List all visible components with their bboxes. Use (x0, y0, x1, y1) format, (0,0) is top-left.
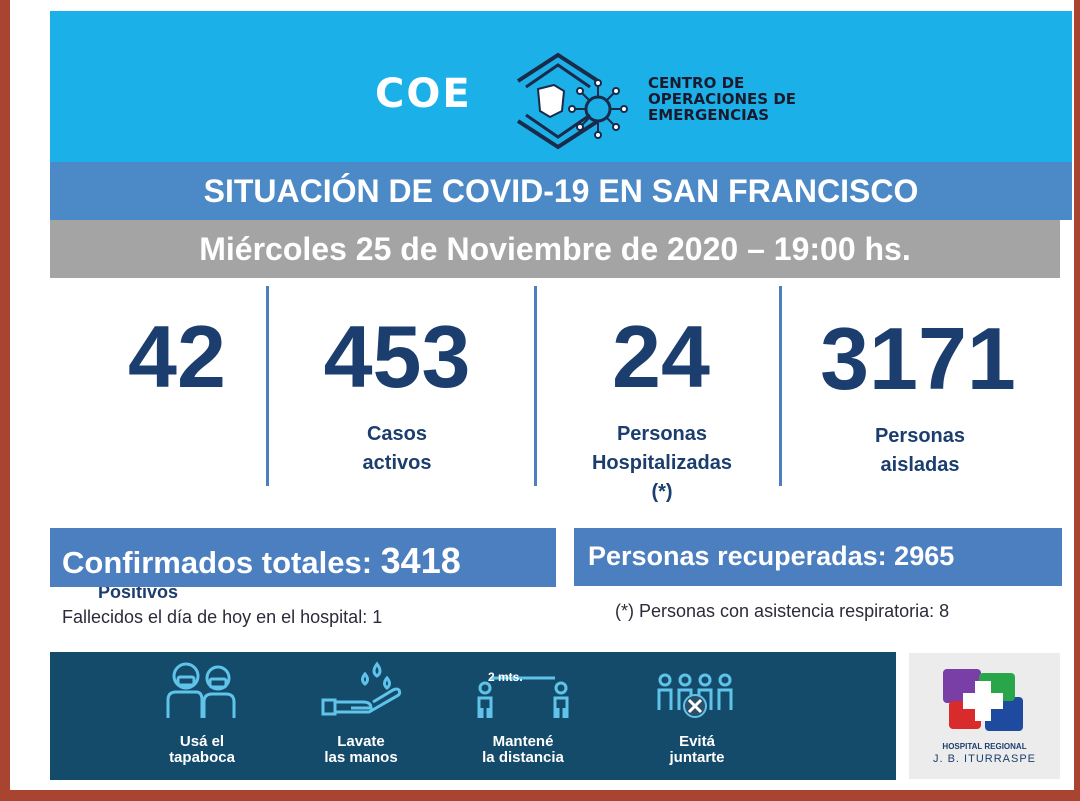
coe-header-banner: COE CENTRO DE (50, 11, 1072, 162)
covid-report-card: COE CENTRO DE (10, 0, 1074, 790)
mask-line1: Usá el (179, 733, 225, 750)
prevention-item-wash: Lavate las manos (286, 660, 436, 766)
coe-org-name: CENTRO DE OPERACIONES DE EMERGENCIAS (648, 75, 796, 123)
recovered-total-label: Personas recuperadas: (588, 541, 887, 571)
gathering-line1: Evitá (679, 733, 715, 750)
stat-hosp-label-line3: (*) (651, 481, 673, 503)
stat-aisladas-value: 3171 (820, 309, 1016, 408)
coe-logo-word: COE (375, 71, 472, 117)
wash-line2: las manos (324, 749, 398, 766)
prevention-item-distance: Mantené la distancia (448, 660, 598, 766)
distance-tag: 2 mts. (488, 670, 523, 684)
mask-line2: tapaboca (169, 749, 235, 766)
stat-aisladas-label: Personas aisladas (845, 422, 995, 480)
prevention-label-mask: Usá el tapaboca (127, 734, 277, 766)
prevention-banner: Usá el tapaboca Lavate las manos (50, 652, 896, 780)
no-gathering-icon (657, 673, 733, 718)
org-line-1: CENTRO DE (648, 74, 745, 92)
hospital-logo-box: HOSPITAL REGIONAL J. B. ITURRASPE (909, 653, 1060, 779)
stat-aisladas-label-line1: Personas (874, 425, 966, 447)
social-distance-icon (477, 676, 569, 718)
stat-divider (534, 286, 537, 486)
confirmed-total-value: 3418 (380, 540, 461, 581)
distance-line1: Mantené (492, 733, 554, 750)
confirmed-total-box: Confirmados totales: 3418 (50, 528, 556, 587)
report-date: Miércoles 25 de Noviembre de 2020 – 19:0… (50, 220, 1060, 278)
stat-hosp-label-line2: Hospitalizadas (591, 452, 733, 474)
respiratory-note: (*) Personas con asistencia respiratoria… (615, 601, 950, 621)
stat-divider (266, 286, 269, 486)
gathering-line2: juntarte (669, 749, 725, 766)
recovered-total-text: Personas recuperadas: 2965 (588, 541, 954, 572)
org-line-3: EMERGENCIAS (648, 106, 770, 124)
hospital-subname: J. B. ITURRASPE (932, 753, 1037, 765)
recovered-total-value: 2965 (894, 541, 955, 571)
stat-activos-label: Casos activos (322, 420, 472, 478)
stat-activos-label-line2: activos (362, 452, 432, 474)
report-title: SITUACIÓN DE COVID-19 EN SAN FRANCISCO (50, 162, 1072, 220)
masked-people-icon (166, 662, 236, 718)
virus-map-icon (516, 52, 628, 150)
stat-hospitalizadas-label: Personas Hospitalizadas (*) (570, 420, 754, 507)
stat-activos-value: 453 (323, 307, 471, 406)
stat-positivos-value: 42 (128, 307, 226, 406)
stat-hospitalizadas-value: 24 (612, 307, 710, 406)
deceased-note: Fallecidos el día de hoy en el hospital:… (62, 607, 383, 627)
prevention-label-distance: Mantené la distancia (448, 734, 598, 766)
hand-washing-icon (321, 661, 402, 716)
recovered-total-box: Personas recuperadas: 2965 (574, 528, 1062, 586)
hospital-cross-icon (943, 669, 1023, 731)
hospital-name: HOSPITAL REGIONAL (942, 742, 1027, 751)
wash-line1: Lavate (337, 733, 385, 750)
confirmed-total-label: Confirmados totales: (62, 545, 373, 580)
org-line-2: OPERACIONES DE (648, 90, 797, 108)
stat-activos-label-line1: Casos (366, 423, 428, 445)
confirmed-total-text: Confirmados totales: 3418 (62, 540, 461, 582)
distance-line2: la distancia (482, 749, 564, 766)
stat-hosp-label-line1: Personas (616, 423, 708, 445)
prevention-item-mask: Usá el tapaboca (127, 660, 277, 766)
stat-positivos-label: Positivos (98, 582, 179, 602)
prevention-label-wash: Lavate las manos (286, 734, 436, 766)
prevention-label-gathering: Evitá juntarte (622, 734, 772, 766)
prevention-item-gathering: Evitá juntarte (622, 660, 772, 766)
stat-aisladas-label-line2: aisladas (880, 454, 960, 476)
stat-divider (779, 286, 782, 486)
